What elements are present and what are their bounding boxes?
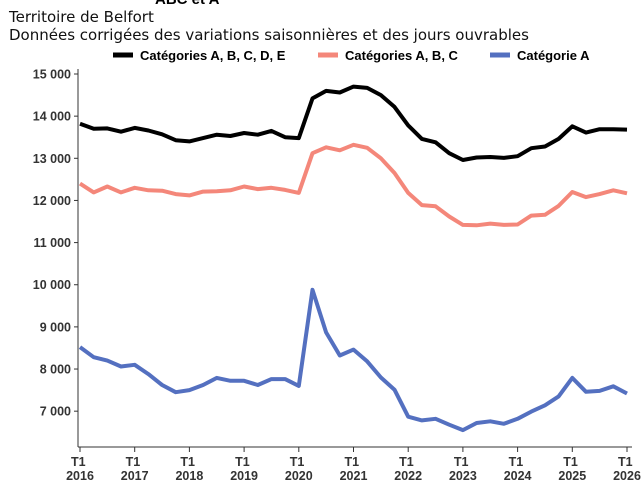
- series-line: [79, 84, 628, 162]
- x-tick-label: T1 2026: [613, 455, 641, 483]
- subtitle: Territoire de Belfort: [8, 8, 154, 26]
- subtitle: Données corrigées des variations saisonn…: [9, 26, 529, 44]
- x-tick-label: T1 2025: [558, 455, 586, 483]
- y-tick-label: 12 000: [33, 194, 71, 208]
- x-tick-label: T1 2019: [230, 455, 258, 483]
- y-tick-label: 9 000: [40, 320, 71, 334]
- x-tick-label: T1 2023: [449, 455, 477, 483]
- legend-label: Catégorie A: [517, 48, 590, 63]
- series-line: [78, 142, 628, 228]
- y-tick-label: 13 000: [33, 152, 71, 166]
- x-tick-label: T1 2017: [121, 455, 149, 483]
- legend-label: Catégories A, B, C: [345, 48, 459, 63]
- chart-title: ABC et A: [155, 0, 220, 8]
- x-tick-label: T1 2024: [504, 455, 532, 483]
- x-tick-label: T1 2020: [285, 455, 313, 483]
- y-tick-label: 10 000: [33, 278, 71, 292]
- y-tick-label: 8 000: [40, 363, 71, 377]
- legend-label: Catégories A, B, C, D, E: [140, 48, 286, 63]
- y-tick-label: 14 000: [33, 110, 71, 124]
- y-tick-label: 7 000: [40, 405, 71, 419]
- x-tick-label: T1 2016: [66, 455, 94, 483]
- series-line: [78, 287, 628, 433]
- x-tick-label: T1 2022: [394, 455, 422, 483]
- x-tick-label: T1 2018: [175, 455, 203, 483]
- y-tick-label: 11 000: [33, 236, 71, 250]
- y-tick-label: 15 000: [33, 68, 71, 82]
- x-tick-label: T1 2021: [340, 455, 368, 483]
